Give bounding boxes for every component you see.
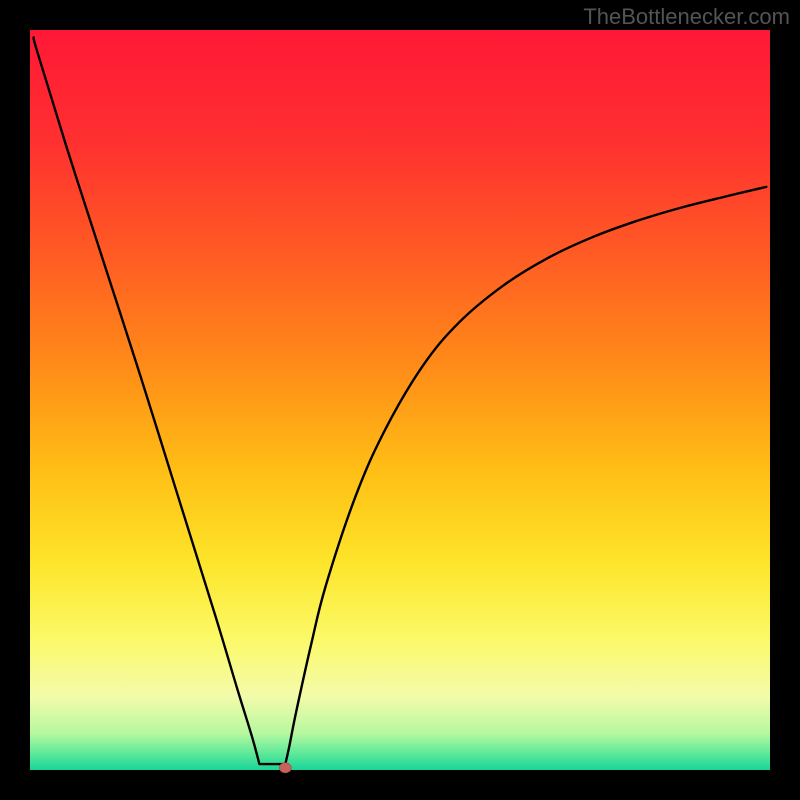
watermark-text: TheBottlenecker.com bbox=[583, 4, 790, 30]
chart-container: TheBottlenecker.com bbox=[0, 0, 800, 800]
chart-svg bbox=[0, 0, 800, 800]
minimum-marker bbox=[279, 763, 291, 773]
